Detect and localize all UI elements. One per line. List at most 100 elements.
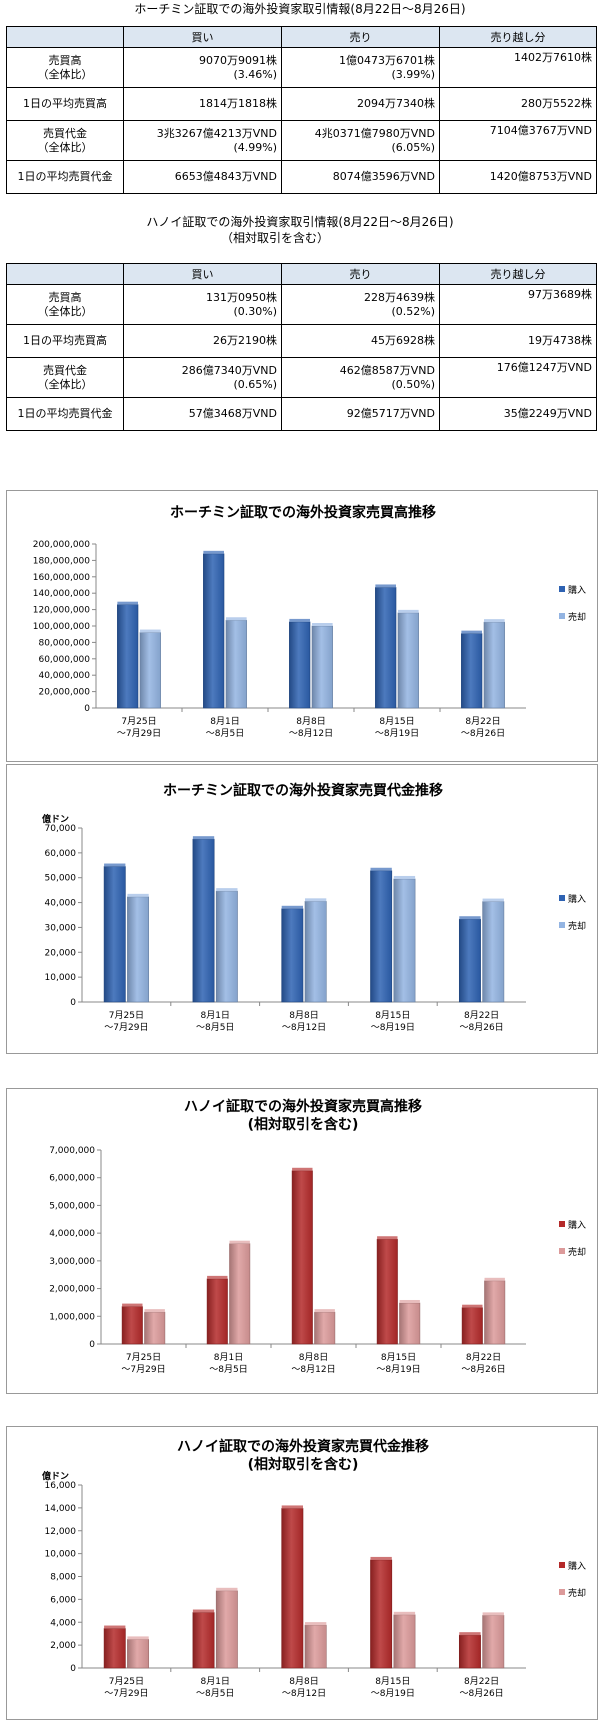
bar-sell [314, 1311, 336, 1345]
x-tick-label-sub: ～7月29日 [104, 1688, 148, 1699]
bar-top [281, 905, 303, 909]
x-tick-label-sub: ～8月12日 [282, 1688, 326, 1699]
bar-top [203, 550, 224, 554]
legend-swatch [559, 1221, 565, 1227]
bar-buy [103, 1628, 126, 1669]
bar-buy [203, 553, 225, 709]
chart-subtitle: (相対取引を含む) [248, 1456, 359, 1473]
y-tick-label: 160,000,000 [33, 573, 91, 583]
row-label: 1日の平均売買代金 [6, 160, 124, 194]
bar-sell [225, 619, 247, 709]
x-tick-label: 8月15日 [375, 1676, 410, 1687]
bar-top [484, 619, 505, 623]
net-cell: 1402万7610株 [439, 47, 597, 88]
table-row: 1日の平均売買高 1814万1818株 2094万7340株 280万5522株 [6, 87, 597, 121]
legend-label: 購入 [568, 1219, 586, 1231]
legend-swatch [559, 613, 565, 619]
bar-buy [370, 870, 393, 1003]
sell-cell: 1億0473万6701株 (3.99%) [281, 47, 440, 88]
x-tick-label: 8月8日 [296, 716, 325, 727]
sell-cell: 462億8587万VND (0.50%) [281, 357, 440, 398]
y-tick-label: 100,000,000 [33, 622, 91, 632]
sell-cell: 228万4639株 (0.52%) [281, 284, 440, 325]
buy-cell: 3兆3267億4213万VND (4.99%) [123, 120, 282, 161]
bar-top [461, 630, 482, 634]
y-tick-label: 5,000,000 [49, 1201, 95, 1211]
bar-top [459, 916, 481, 920]
bar-top [393, 875, 416, 879]
bar-top [375, 584, 396, 588]
y-tick-label: 12,000 [45, 1527, 77, 1537]
bar-top [117, 601, 138, 605]
x-tick-label: 8月15日 [381, 1352, 416, 1363]
header-cell [6, 26, 124, 48]
header-net: 売り越し分 [439, 263, 597, 285]
bar-top [484, 1277, 505, 1281]
y-tick-label: 0 [70, 1664, 76, 1674]
bar-buy [370, 1559, 393, 1669]
y-tick-label: 10,000 [45, 973, 77, 983]
legend-label: 売却 [568, 920, 586, 932]
x-tick-label: 8月8日 [299, 1352, 328, 1363]
row-label: 売買代金 （全体比） [6, 120, 124, 161]
buy-cell: 1814万1818株 [123, 87, 282, 121]
x-tick-label: 8月15日 [379, 716, 414, 727]
legend-swatch [559, 586, 565, 592]
table-row: 1日の平均売買高 26万2190株 45万6928株 19万4738株 [6, 324, 597, 358]
x-tick-label: 8月1日 [214, 1352, 243, 1363]
row-label: 売買代金 （全体比） [6, 357, 124, 398]
sell-cell: 4兆0371億7980万VND (6.05%) [281, 120, 440, 161]
bar-top [216, 888, 238, 892]
table2-subtitle: （相対取引を含む） [220, 231, 329, 245]
bar-top [482, 898, 504, 902]
y-tick-label: 10,000 [45, 1550, 77, 1560]
y-tick-label: 2,000 [50, 1641, 76, 1651]
hcm-trading-table: 買い 売り 売り越し分 売買高 （全体比） 9070万9091株 (3.46%) 1… [6, 26, 597, 194]
y-tick-label: 0 [89, 1340, 95, 1350]
bar-top [370, 867, 392, 871]
bar-sell [482, 901, 505, 1003]
net-cell: 1420億8753万VND [439, 160, 597, 194]
chart-title: ハノイ証取での海外投資家売買高推移 [184, 1098, 422, 1115]
y-tick-label: 0 [84, 704, 90, 714]
bar-top [292, 1167, 313, 1171]
bar-buy [206, 1278, 228, 1345]
bar-sell [304, 1624, 327, 1669]
legend-label: 購入 [568, 1560, 586, 1572]
bar-sell [397, 612, 419, 709]
chart-hcm-volume-svg: ホーチミン証取での海外投資家売買高推移 200,000,000 180,000,00… [33, 504, 586, 739]
net-cell: 280万5522株 [439, 87, 597, 121]
x-tick-label: 8月22日 [464, 1676, 499, 1687]
bar-buy [281, 1508, 304, 1669]
bar-sell [127, 1639, 150, 1669]
table-row: 売買代金 （全体比） 3兆3267億4213万VND (4.99%) 4兆0371億… [6, 120, 597, 161]
bar-sell [311, 625, 333, 709]
y-tick-label: 14,000 [45, 1504, 77, 1514]
legend-label: 売却 [568, 1587, 586, 1599]
bar-buy [289, 621, 311, 709]
bar-sell [393, 1614, 416, 1669]
bar-top [289, 618, 310, 622]
bar-buy [375, 587, 397, 709]
bar-buy [117, 604, 139, 709]
bar-top [305, 1622, 327, 1626]
chart-hanoi-volume-svg: ハノイ証取での海外投資家売買高推移(相対取引を含む) 7,000,000 6,000… [49, 1098, 586, 1375]
chart-title: ホーチミン証取での海外投資家売買代金推移 [163, 782, 443, 799]
header-buy: 買い [123, 26, 282, 48]
bar-sell [144, 1311, 166, 1345]
x-tick-label-sub: ～8月5日 [196, 1688, 234, 1699]
legend-label: 売却 [568, 611, 586, 623]
bar-top [207, 1275, 228, 1279]
y-tick-label: 2,000,000 [49, 1285, 95, 1295]
x-tick-label-sub: ～8月12日 [282, 1022, 326, 1033]
bar-sell [483, 621, 505, 709]
bar-sell [229, 1243, 251, 1345]
bar-sell [215, 890, 238, 1003]
bar-buy [376, 1238, 398, 1345]
bar-buy [103, 866, 126, 1003]
bar-buy [461, 633, 483, 709]
table-row: 売買代金 （全体比） 286億7340万VND (0.65%) 462億8587万V… [6, 357, 597, 398]
x-tick-label: 8月15日 [375, 1010, 410, 1021]
x-tick-label-sub: ～8月26日 [460, 1688, 504, 1699]
y-tick-label: 30,000 [45, 923, 77, 933]
